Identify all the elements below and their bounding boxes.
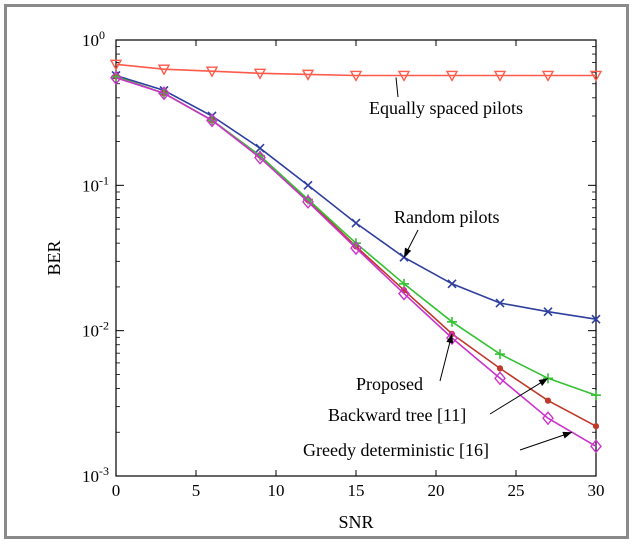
annotation-arrow-line bbox=[489, 377, 549, 415]
diamond-marker bbox=[254, 150, 266, 165]
diamond-marker bbox=[158, 86, 170, 101]
diamond-marker bbox=[206, 113, 218, 128]
x-tick-label: 5 bbox=[192, 481, 201, 500]
diamond-marker bbox=[110, 70, 122, 85]
series-layer bbox=[109, 59, 603, 454]
circle-marker bbox=[544, 397, 552, 404]
triangle-marker bbox=[493, 70, 507, 82]
x-marker bbox=[447, 279, 457, 289]
annotation-arrowhead bbox=[446, 333, 454, 344]
x-marker bbox=[351, 218, 361, 228]
annotations-layer: Equally spaced pilots Random pilots Propos… bbox=[303, 77, 573, 460]
diamond-marker bbox=[350, 240, 362, 256]
annotation-label: Random pilots bbox=[394, 207, 500, 227]
annotation-arrowhead bbox=[562, 431, 572, 439]
y-tick-label: 10-3 bbox=[82, 464, 109, 486]
triangle-marker bbox=[205, 66, 219, 78]
triangle-marker bbox=[157, 64, 171, 76]
annotation-leader bbox=[395, 77, 399, 98]
series-line bbox=[115, 63, 596, 77]
diamond-marker bbox=[446, 330, 458, 346]
annotation-label: Backward tree [11] bbox=[328, 405, 466, 425]
ticks-layer: 0 5 10 15 20 25 30 100 10-1 10-2 10-3 bbox=[82, 28, 605, 500]
triangle-marker bbox=[541, 70, 555, 82]
triangle-marker bbox=[253, 68, 267, 80]
diamond-marker bbox=[494, 371, 506, 386]
x-marker bbox=[495, 298, 505, 308]
annotation-arrowhead bbox=[404, 247, 412, 258]
annotation-arrow-line bbox=[519, 431, 573, 451]
diamond-marker bbox=[398, 286, 410, 301]
triangle-marker bbox=[349, 70, 363, 82]
annotation-arrowhead bbox=[538, 378, 548, 387]
y-tick-label: 100 bbox=[82, 28, 105, 50]
triangle-marker bbox=[109, 59, 123, 71]
x-marker bbox=[591, 314, 601, 324]
annotation-label: Proposed bbox=[356, 374, 423, 394]
series-line bbox=[115, 76, 597, 447]
triangle-marker bbox=[445, 70, 459, 82]
plus-marker bbox=[591, 390, 601, 401]
y-axis-label: BER bbox=[44, 240, 64, 275]
x-marker bbox=[543, 307, 553, 317]
x-marker bbox=[255, 143, 265, 153]
series-4 bbox=[110, 70, 602, 454]
x-tick-label: 10 bbox=[268, 481, 285, 500]
x-tick-label: 25 bbox=[508, 481, 525, 500]
series-0 bbox=[109, 59, 603, 82]
x-marker bbox=[303, 180, 313, 190]
plus-marker bbox=[495, 349, 505, 360]
plus-marker bbox=[447, 316, 457, 327]
triangle-marker bbox=[397, 70, 411, 82]
x-tick-label: 30 bbox=[588, 481, 605, 500]
x-tick-label: 0 bbox=[112, 481, 121, 500]
circle-marker bbox=[592, 423, 600, 430]
annotation-label: Greedy deterministic [16] bbox=[303, 440, 489, 460]
y-tick-label: 10-1 bbox=[82, 173, 109, 195]
y-tick-label: 10-2 bbox=[82, 319, 109, 341]
plot-area bbox=[115, 39, 597, 477]
x-tick-label: 20 bbox=[428, 481, 445, 500]
x-tick-label: 15 bbox=[348, 481, 365, 500]
triangle-marker bbox=[301, 69, 315, 81]
diamond-marker bbox=[590, 439, 602, 454]
x-axis-label: SNR bbox=[338, 512, 373, 532]
diamond-marker bbox=[302, 194, 314, 209]
triangle-marker bbox=[589, 70, 603, 82]
diamond-marker bbox=[542, 411, 554, 426]
annotation-label: Equally spaced pilots bbox=[369, 98, 523, 118]
circle-marker bbox=[496, 365, 504, 372]
